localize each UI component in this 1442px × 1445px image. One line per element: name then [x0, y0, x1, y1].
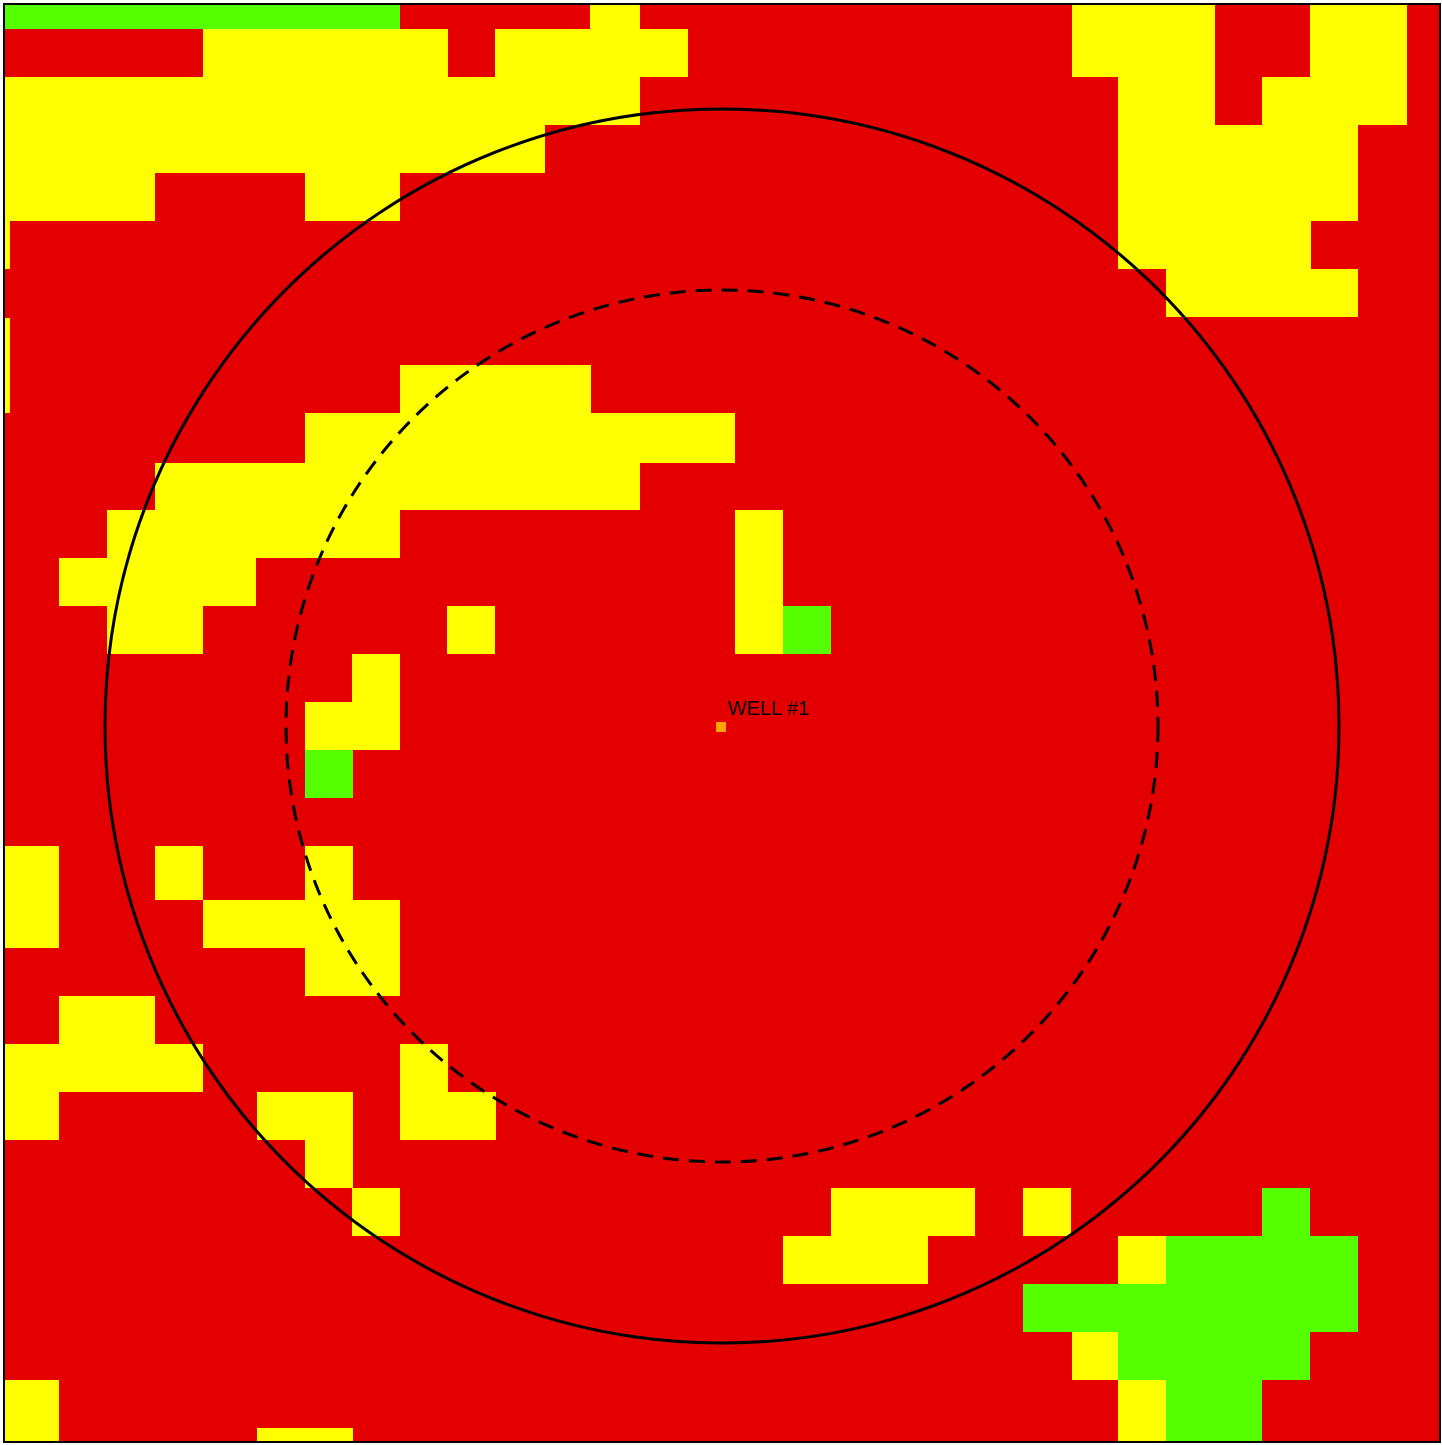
yellow-cell	[447, 606, 495, 654]
yellow-cell	[305, 1140, 353, 1188]
yellow-cell	[1118, 221, 1311, 269]
yellow-cell	[203, 29, 448, 77]
yellow-cell	[5, 173, 155, 221]
yellow-cell	[831, 1188, 975, 1236]
green-cell	[783, 606, 831, 654]
yellow-cell	[5, 77, 640, 125]
yellow-cell	[107, 606, 203, 654]
yellow-cell	[1023, 1188, 1071, 1236]
yellow-cell	[257, 1092, 353, 1140]
yellow-cell	[257, 1428, 353, 1442]
yellow-cell	[590, 5, 640, 29]
green-cell	[1166, 1380, 1262, 1442]
yellow-cell	[203, 900, 400, 948]
yellow-cell	[305, 846, 353, 900]
green-cell	[305, 750, 353, 798]
yellow-cell	[1118, 77, 1215, 125]
yellow-cell	[305, 413, 735, 463]
yellow-cell	[5, 846, 59, 948]
yellow-cell	[5, 221, 10, 269]
yellow-cell	[155, 846, 203, 900]
green-cell	[1118, 1332, 1310, 1380]
yellow-cell	[5, 318, 10, 413]
yellow-cell	[352, 1188, 400, 1236]
yellow-cell	[495, 29, 688, 77]
yellow-cell	[352, 654, 400, 702]
well-label: WELL #1	[728, 698, 810, 720]
yellow-cell	[305, 702, 400, 750]
yellow-cell	[59, 558, 256, 606]
yellow-cell	[1118, 1236, 1166, 1284]
yellow-cell	[1072, 1332, 1118, 1380]
well-marker[interactable]	[716, 722, 726, 732]
yellow-cell	[400, 1044, 448, 1092]
yellow-cell	[1166, 269, 1358, 317]
yellow-cell	[1118, 1380, 1166, 1442]
green-cell	[1166, 1236, 1358, 1284]
yellow-cell	[400, 1092, 496, 1140]
green-cell	[5, 5, 400, 29]
yellow-cell	[5, 1092, 59, 1140]
yellow-cell	[1118, 125, 1358, 221]
yellow-cell	[59, 996, 155, 1044]
yellow-cell	[155, 463, 640, 510]
yellow-cell	[400, 365, 591, 413]
yellow-cell	[735, 510, 783, 654]
green-cell	[1262, 1188, 1310, 1236]
yellow-cell	[1310, 5, 1407, 77]
green-cell	[1023, 1284, 1358, 1332]
yellow-cell	[783, 1236, 928, 1284]
yellow-cell	[107, 510, 400, 558]
yellow-cell	[305, 173, 400, 221]
yellow-cell	[5, 1380, 59, 1442]
yellow-cell	[5, 1044, 203, 1092]
yellow-cell	[1072, 5, 1215, 77]
yellow-cell	[1262, 77, 1407, 125]
